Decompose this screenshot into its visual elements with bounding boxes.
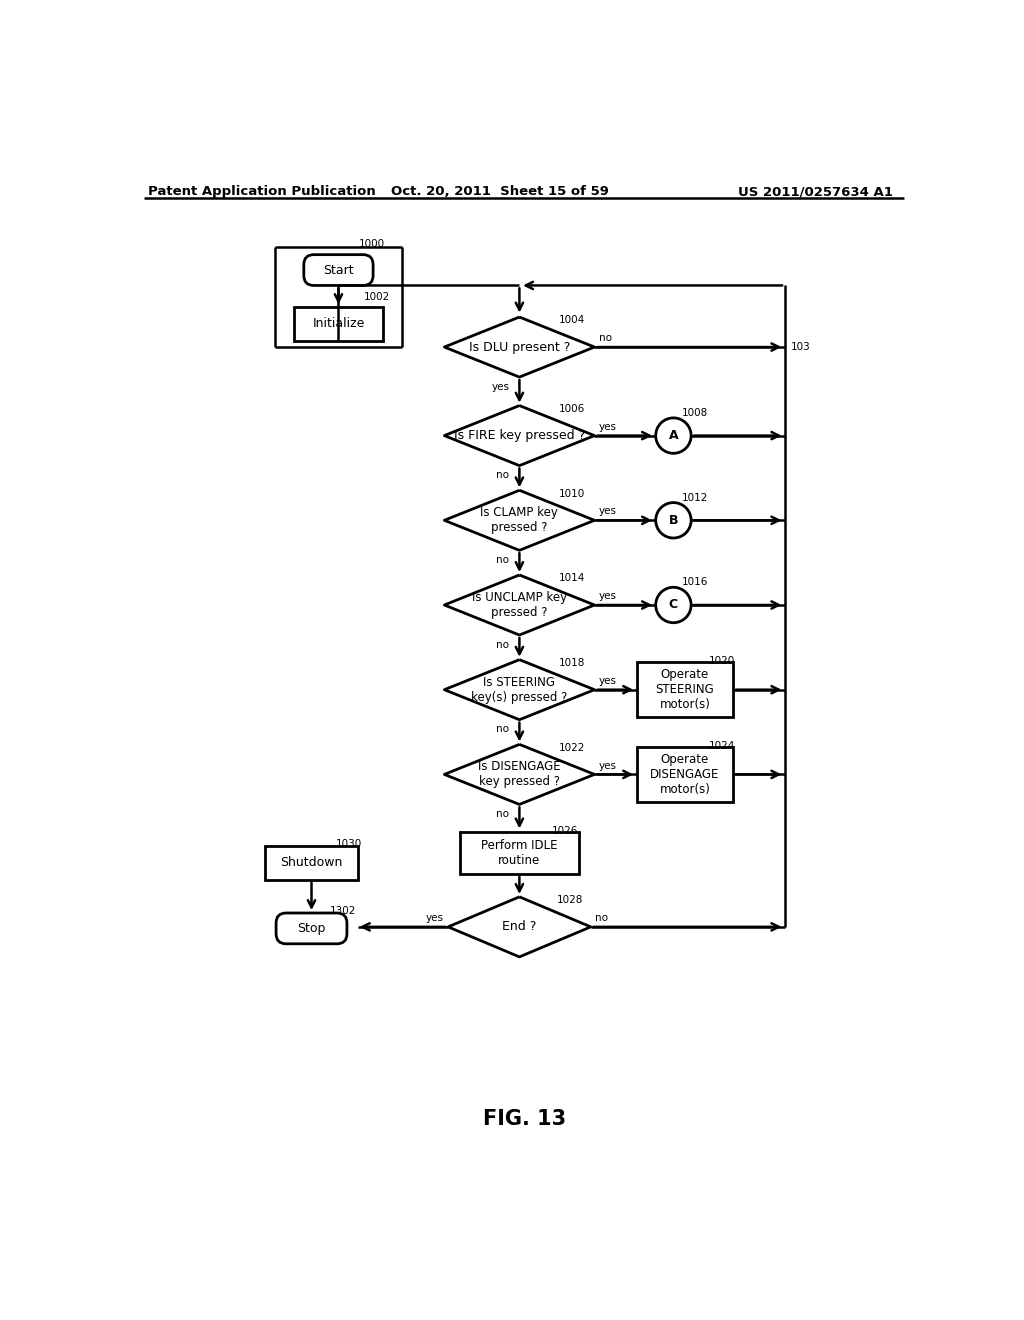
Text: yes: yes [598,422,616,432]
Text: 1002: 1002 [364,293,390,302]
Text: 1302: 1302 [330,906,356,916]
Text: no: no [497,554,509,565]
Text: Shutdown: Shutdown [281,857,343,870]
Text: 1006: 1006 [558,404,585,414]
Text: no: no [497,470,509,480]
Text: 1018: 1018 [558,659,585,668]
Text: no: no [497,640,509,649]
Bar [294,308,383,341]
Text: yes: yes [425,913,443,923]
Text: 1020: 1020 [709,656,735,667]
Text: yes: yes [492,381,509,392]
Text: Is DISENGAGE
key pressed ?: Is DISENGAGE key pressed ? [478,760,561,788]
Text: 1014: 1014 [558,573,585,583]
Text: 1028: 1028 [556,895,583,906]
Bar [637,747,733,803]
Text: yes: yes [598,507,616,516]
Text: no: no [497,809,509,818]
Text: A: A [669,429,678,442]
Text: End ?: End ? [502,920,537,933]
Text: 1012: 1012 [682,492,709,503]
Text: yes: yes [598,760,616,771]
Text: Is DLU present ?: Is DLU present ? [469,341,570,354]
Text: no: no [595,913,608,923]
Text: FIG. 13: FIG. 13 [483,1109,566,1130]
Text: Start: Start [324,264,353,277]
Text: no: no [599,333,612,343]
Text: Oct. 20, 2011  Sheet 15 of 59: Oct. 20, 2011 Sheet 15 of 59 [391,185,609,198]
Text: Is UNCLAMP key
pressed ?: Is UNCLAMP key pressed ? [472,591,567,619]
Text: 1022: 1022 [558,743,585,752]
Text: yes: yes [598,676,616,686]
Text: 1008: 1008 [682,408,709,418]
Text: 1010: 1010 [558,488,585,499]
Text: Patent Application Publication: Patent Application Publication [147,185,375,198]
Bar [264,846,358,880]
Text: B: B [669,513,678,527]
Text: Stop: Stop [297,921,326,935]
Text: yes: yes [598,591,616,601]
Text: 1030: 1030 [336,840,362,849]
Text: Is FIRE key pressed ?: Is FIRE key pressed ? [454,429,585,442]
Bar [637,663,733,718]
Text: 1004: 1004 [558,315,585,326]
Text: US 2011/0257634 A1: US 2011/0257634 A1 [738,185,893,198]
Text: 1000: 1000 [359,239,385,249]
Text: Is STEERING
key(s) pressed ?: Is STEERING key(s) pressed ? [471,676,567,704]
Text: 1026: 1026 [552,825,579,836]
Text: 1024: 1024 [709,741,735,751]
Text: Operate
STEERING
motor(s): Operate STEERING motor(s) [655,668,715,711]
Text: Is CLAMP key
pressed ?: Is CLAMP key pressed ? [480,507,558,535]
Text: Operate
DISENGAGE
motor(s): Operate DISENGAGE motor(s) [650,752,720,796]
Text: 103: 103 [791,342,810,352]
Text: no: no [497,725,509,734]
Text: C: C [669,598,678,611]
Text: Initialize: Initialize [312,317,365,330]
Bar [460,832,580,874]
Text: 1016: 1016 [682,577,709,587]
Text: Perform IDLE
routine: Perform IDLE routine [481,840,558,867]
